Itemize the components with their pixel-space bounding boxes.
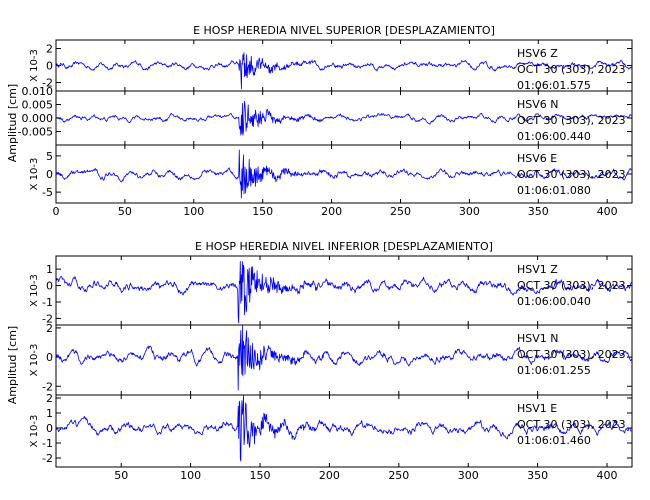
x-tick-label: 400 (597, 205, 618, 218)
scale-label: X 10-3 (29, 49, 40, 82)
station-label: HSV1 Z (517, 263, 558, 276)
panel-hsv1-z: 1 0 -1 -2X 10-3 HSV1 Z OCT 30 (303), 2023 01:0… (29, 255, 633, 326)
x-tick-label: 300 (458, 469, 479, 482)
waveform-trace (55, 100, 632, 136)
y-tick-label: 0 (46, 60, 53, 73)
x-tick-label: 200 (321, 205, 342, 218)
time-label: 01:06:01.575 (517, 79, 591, 92)
waveform-trace (55, 149, 633, 199)
date-label: OCT 30 (303), 2023 (517, 168, 626, 181)
x-tick-label: 300 (459, 205, 480, 218)
x-tick-label: 400 (597, 469, 618, 482)
ylabel-inferior: Amplitud [cm] (6, 326, 19, 404)
y-tick-label: -2 (42, 77, 53, 90)
y-tick-label: -2 (42, 312, 53, 325)
x-tick-label: 250 (390, 205, 411, 218)
y-tick-label: 0.010 (22, 85, 54, 98)
x-tick-label: 350 (528, 205, 549, 218)
y-tick-label: 0.005 (22, 99, 54, 112)
panel-hsv1-e: 2 1 0 -1 -2X 10-3 HSV1 E OCT 30 (303), 2023 01:… (29, 392, 633, 468)
y-tick-label: 2 (46, 43, 53, 56)
x-tick-label: 50 (118, 205, 132, 218)
scale-label: X 10-3 (29, 344, 40, 377)
y-tick-label: 0.000 (22, 112, 54, 125)
y-tick-label: -1 (42, 437, 53, 450)
y-tick-label: 0 (46, 280, 53, 293)
y-tick-label: 2 (46, 322, 53, 335)
time-label: 01:06:00.440 (517, 130, 591, 143)
chart-title-superior: E HOSP HEREDIA NIVEL SUPERIOR [DESPLAZAM… (193, 24, 495, 37)
y-tick-label: 0 (46, 422, 53, 435)
x-tick-label: 200 (319, 469, 340, 482)
y-tick-label: -2 (42, 380, 53, 393)
x-tick-label: 0 (53, 205, 60, 218)
waveform-trace (55, 394, 633, 462)
x-tick-label: 50 (114, 469, 128, 482)
panel-hsv1-n: 2 0 -2X 10-3 HSV1 N OCT 30 (303), 2023 01:06:… (29, 322, 633, 396)
time-label: 01:06:01.255 (517, 364, 591, 377)
x-tick-label: 100 (183, 205, 204, 218)
ylabel-superior: Amplitud [cm] (6, 84, 19, 162)
scale-label: X 10-3 (29, 158, 40, 191)
scale-label: X 10-3 (29, 274, 40, 307)
station-label: HSV1 E (517, 402, 557, 415)
station-label: HSV6 N (517, 98, 559, 111)
date-label: OCT 30 (303), 2023 (517, 348, 626, 361)
station-label: HSV1 N (517, 332, 559, 345)
x-tick-label: 150 (250, 469, 271, 482)
waveform-trace (55, 325, 633, 391)
time-label: 01:06:01.080 (517, 184, 591, 197)
date-label: OCT 30 (303), 2023 (517, 114, 626, 127)
y-tick-label: 5 (46, 150, 53, 163)
y-tick-label: 2 (46, 392, 53, 405)
x-tick-label: 350 (527, 469, 548, 482)
time-label: 01:06:00.040 (517, 295, 591, 308)
y-tick-label: -5 (42, 186, 53, 199)
y-tick-label: 1 (46, 263, 53, 276)
station-label: HSV6 E (517, 152, 557, 165)
chart-title-inferior: E HOSP HEREDIA NIVEL INFERIOR [DESPLAZAM… (195, 240, 493, 253)
waveform-trace (55, 260, 633, 324)
time-label: 01:06:01.460 (517, 434, 591, 447)
scale-label: X 10-3 (29, 415, 40, 448)
y-tick-label: 0 (46, 351, 53, 364)
y-tick-label: -2 (42, 452, 53, 465)
date-label: OCT 30 (303), 2023 (517, 418, 626, 431)
panel-hsv6-z: 2 0 -2X 10-3 HSV6 Z OCT 30 (303), 2023 01:06:… (29, 39, 633, 92)
y-tick-label: -0.005 (18, 126, 53, 139)
x-tick-label: 100 (180, 469, 201, 482)
station-label: HSV6 Z (517, 47, 558, 60)
y-tick-label: 0 (46, 168, 53, 181)
waveform-trace (55, 52, 633, 90)
y-tick-label: -1 (42, 296, 53, 309)
date-label: OCT 30 (303), 2023 (517, 279, 626, 292)
panel-hsv6-e: 5 0 -5X 10-3 HSV6 E OCT 30 (303), 2023 01:06:… (29, 144, 633, 204)
x-tick-label: 250 (388, 469, 409, 482)
x-tick-label: 150 (252, 205, 273, 218)
y-tick-label: 1 (46, 407, 53, 420)
date-label: OCT 30 (303), 2023 (517, 63, 626, 76)
